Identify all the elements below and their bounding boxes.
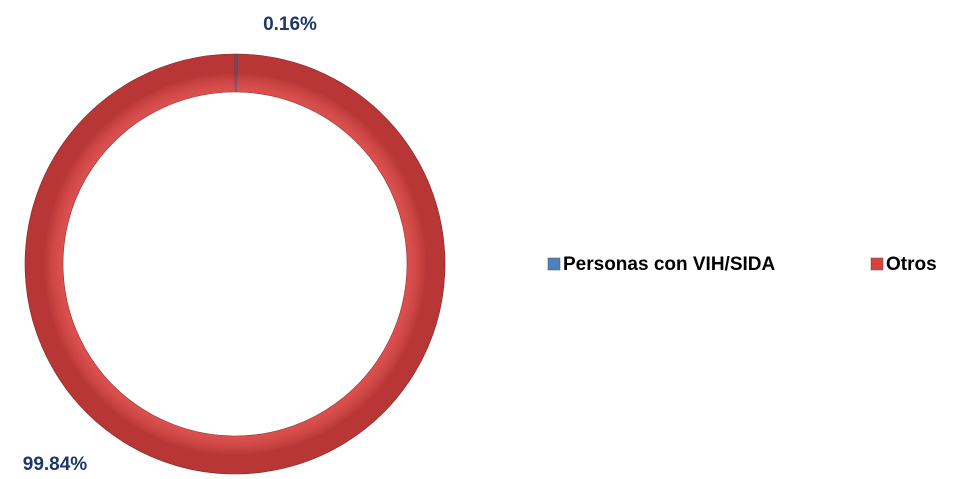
data-label: 0.16% bbox=[263, 14, 317, 35]
legend-label: Otros bbox=[886, 254, 937, 275]
legend-label: Personas con VIH/SIDA bbox=[563, 254, 776, 275]
legend-swatch bbox=[870, 257, 884, 271]
legend-swatch bbox=[547, 257, 561, 271]
data-label: 99.84% bbox=[23, 454, 88, 475]
donut-slice bbox=[24, 53, 446, 475]
